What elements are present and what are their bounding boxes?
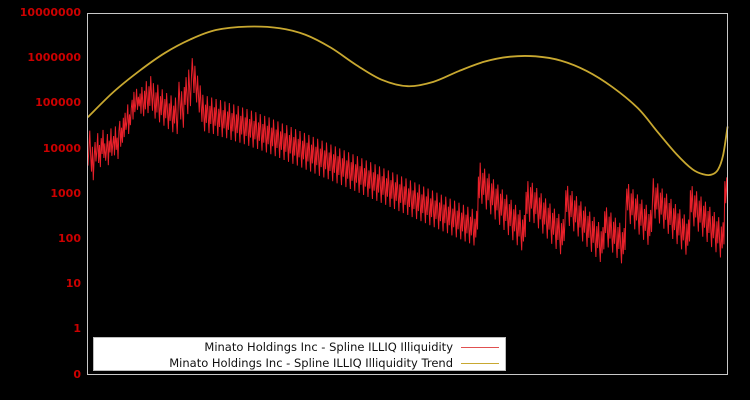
legend-label-illiquidity: Minato Holdings Inc - Spline ILLIQ Illiq… bbox=[204, 340, 453, 354]
legend-swatch-illiquidity bbox=[461, 346, 499, 348]
y-tick-label: 1000000 bbox=[27, 51, 81, 65]
y-tick-label: 1000 bbox=[50, 186, 81, 200]
legend-entry-trend[interactable]: Minato Holdings Inc - Spline ILLIQ Illiq… bbox=[169, 355, 499, 371]
plot-frame bbox=[87, 13, 728, 375]
y-tick-label: 1 bbox=[73, 322, 81, 336]
series-layer bbox=[87, 25, 729, 264]
y-tick-label: 0 bbox=[73, 367, 81, 381]
legend-label-trend: Minato Holdings Inc - Spline ILLIQ Illiq… bbox=[169, 356, 453, 370]
y-tick-label: 100 bbox=[58, 232, 81, 245]
series-line-trend bbox=[87, 25, 729, 177]
legend-swatch-trend bbox=[461, 362, 499, 364]
series-line-illiquidity bbox=[87, 58, 728, 264]
y-tick-label: 10000000 bbox=[19, 6, 81, 19]
chart-legend[interactable]: Minato Holdings Inc - Spline ILLIQ Illiq… bbox=[93, 337, 506, 371]
legend-entry-illiquidity[interactable]: Minato Holdings Inc - Spline ILLIQ Illiq… bbox=[204, 339, 499, 355]
y-tick-label: 10000 bbox=[42, 141, 81, 155]
y-tick-label: 10 bbox=[65, 277, 81, 291]
y-tick-label: 100000 bbox=[35, 96, 81, 110]
